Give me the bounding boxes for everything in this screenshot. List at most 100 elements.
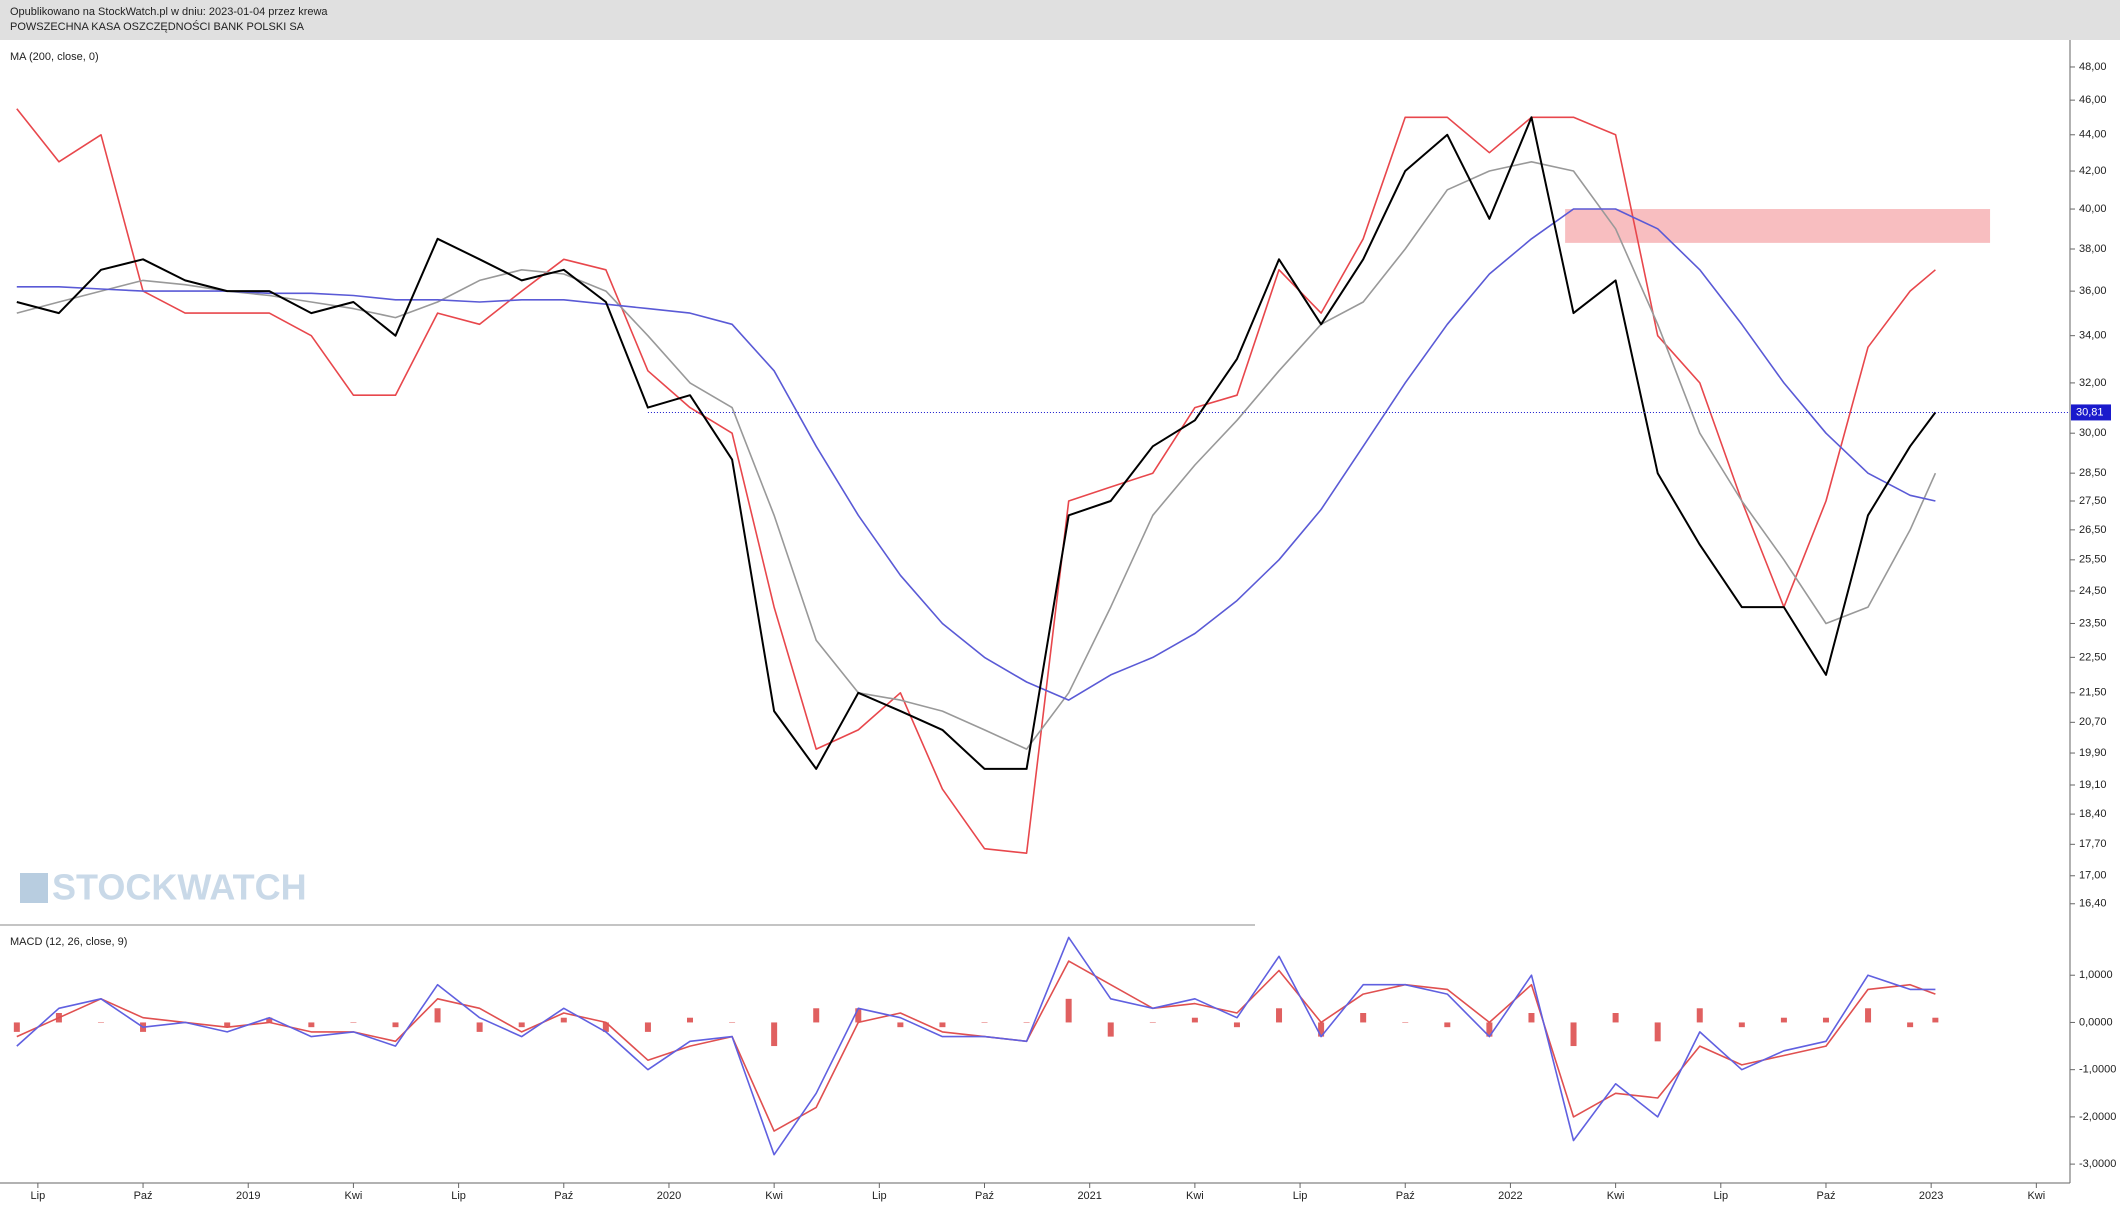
watermark-icon: [20, 873, 48, 903]
histogram-bar: [392, 1022, 399, 1028]
y-tick-label: 30,00: [2079, 427, 2107, 439]
histogram-bar: [308, 1022, 315, 1028]
y-tick-label: 25,50: [2079, 554, 2107, 566]
y-tick-label: -3,0000: [2079, 1158, 2116, 1170]
series-line: [16, 936, 1936, 1156]
y-tick-label: 23,50: [2079, 617, 2107, 629]
histogram-bar: [602, 1022, 609, 1032]
histogram-bar: [855, 1008, 862, 1023]
histogram-bar: [1696, 1008, 1703, 1023]
watermark-text: STOCKWATCH: [52, 867, 307, 908]
x-tick-label: Kwi: [345, 1190, 363, 1202]
histogram-bar: [518, 1022, 525, 1028]
y-tick-label: 19,90: [2079, 747, 2107, 759]
header-bar: [0, 0, 2120, 40]
x-tick-label: Lip: [1713, 1190, 1728, 1202]
zone-box: [1565, 209, 1991, 243]
x-tick-label: Kwi: [1186, 1190, 1204, 1202]
histogram-bar: [1907, 1022, 1914, 1028]
y-tick-label: -1,0000: [2079, 1064, 2116, 1076]
x-tick-label: Lip: [872, 1190, 887, 1202]
histogram-bar: [1932, 1017, 1939, 1023]
x-tick-label: 2020: [657, 1190, 681, 1202]
histogram-bar: [771, 1022, 778, 1047]
histogram-bar: [1233, 1022, 1240, 1028]
y-tick-label: 38,00: [2079, 243, 2107, 255]
y-tick-label: 17,70: [2079, 838, 2107, 850]
y-tick-label: 1,0000: [2079, 969, 2113, 981]
y-tick-label: 36,00: [2079, 285, 2107, 297]
histogram-bar: [1570, 1022, 1577, 1047]
price-label-box: [2071, 404, 2111, 421]
histogram-bar: [1065, 998, 1072, 1023]
histogram-bar: [266, 1017, 273, 1023]
x-tick-label: 2019: [236, 1190, 260, 1202]
histogram-bar: [1149, 1022, 1156, 1023]
histogram-bar: [1486, 1022, 1493, 1037]
x-tick-label: Paź: [554, 1190, 573, 1202]
x-tick-label: Lip: [451, 1190, 466, 1202]
y-tick-label: 42,00: [2079, 165, 2107, 177]
y-tick-label: 44,00: [2079, 129, 2107, 141]
series-line: [16, 161, 1937, 750]
y-tick-label: -2,0000: [2079, 1111, 2116, 1123]
x-tick-label: Lip: [31, 1190, 46, 1202]
y-tick-label: 46,00: [2079, 94, 2107, 106]
histogram-bar: [1276, 1008, 1283, 1023]
pane-title: MACD (12, 26, close, 9): [10, 936, 127, 948]
y-tick-label: 19,10: [2079, 779, 2107, 791]
histogram-bar: [1654, 1022, 1661, 1042]
histogram-bar: [1444, 1022, 1451, 1028]
histogram-bar: [1822, 1017, 1829, 1023]
histogram-bar: [897, 1022, 904, 1028]
histogram-bar: [1402, 1022, 1409, 1023]
y-tick-label: 18,40: [2079, 808, 2107, 820]
x-tick-label: Paź: [134, 1190, 153, 1202]
pane-title: MA (200, close, 0): [10, 51, 99, 63]
histogram-bar: [1738, 1022, 1745, 1028]
histogram-bar: [644, 1022, 651, 1032]
histogram-bar: [1360, 1013, 1367, 1023]
y-tick-label: 17,00: [2079, 870, 2107, 882]
histogram-bar: [981, 1022, 988, 1023]
y-tick-label: 22,50: [2079, 651, 2107, 663]
histogram-bar: [350, 1022, 357, 1023]
series-line: [16, 208, 1936, 701]
series-line: [16, 108, 1936, 854]
series-line: [16, 960, 1936, 1132]
y-tick-label: 28,50: [2079, 467, 2107, 479]
histogram-bar: [13, 1022, 20, 1032]
histogram-bar: [224, 1022, 231, 1028]
histogram-bar: [1865, 1008, 1872, 1023]
histogram-bar: [1023, 1022, 1030, 1023]
histogram-bar: [729, 1022, 736, 1023]
histogram-bar: [939, 1022, 946, 1028]
x-tick-label: 2021: [1077, 1190, 1101, 1202]
y-tick-label: 26,50: [2079, 524, 2107, 536]
histogram-bar: [813, 1008, 820, 1023]
y-tick-label: 34,00: [2079, 330, 2107, 342]
x-tick-label: 2023: [1919, 1190, 1943, 1202]
histogram-bar: [1107, 1022, 1114, 1037]
histogram-bar: [1612, 1013, 1619, 1023]
histogram-bar: [476, 1022, 483, 1032]
y-tick-label: 24,50: [2079, 585, 2107, 597]
x-tick-label: Kwi: [1607, 1190, 1625, 1202]
y-tick-label: 0,0000: [2079, 1016, 2113, 1028]
y-tick-label: 20,70: [2079, 716, 2107, 728]
histogram-bar: [1528, 1013, 1535, 1023]
y-tick-label: 48,00: [2079, 61, 2107, 73]
y-tick-label: 16,40: [2079, 898, 2107, 910]
histogram-bar: [97, 1022, 104, 1023]
x-tick-label: Lip: [1293, 1190, 1308, 1202]
published-info: Opublikowano na StockWatch.pl w dniu: 20…: [10, 6, 328, 18]
y-tick-label: 40,00: [2079, 203, 2107, 215]
x-tick-label: Paź: [1816, 1190, 1835, 1202]
histogram-bar: [560, 1017, 567, 1023]
instrument-name: POWSZECHNA KASA OSZCZĘDNOŚCI BANK POLSKI…: [10, 20, 305, 33]
series-line: [16, 116, 1937, 770]
histogram-bar: [1780, 1017, 1787, 1023]
histogram-bar: [687, 1017, 693, 1023]
histogram-bar: [1318, 1022, 1325, 1037]
